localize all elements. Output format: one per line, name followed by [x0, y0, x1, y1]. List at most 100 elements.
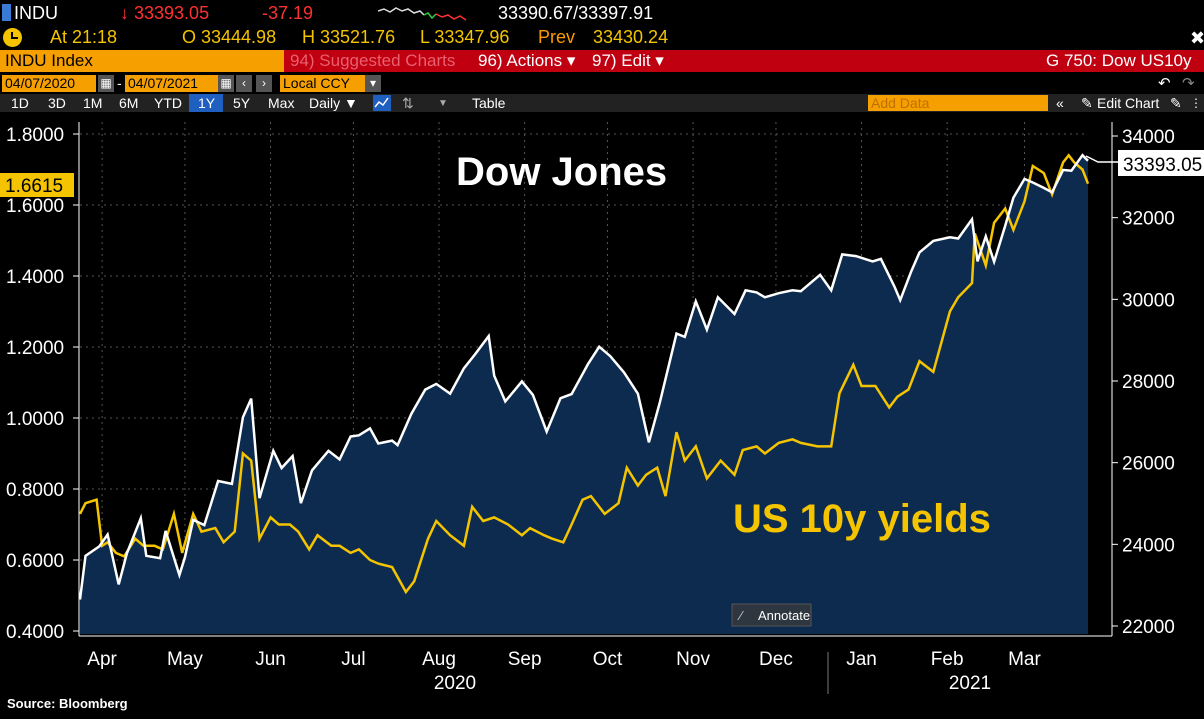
ohlc-bar: At 21:18 O 33444.98 H 33521.76 L 33347.9… [0, 26, 1204, 50]
selected-period-highlight [189, 94, 223, 112]
add-data-placeholder: Add Data [871, 95, 930, 111]
year-label: 2021 [949, 673, 991, 694]
suggested-charts-menu[interactable]: 94) Suggested Charts [290, 51, 456, 70]
month-label: Feb [931, 649, 964, 670]
chart-toolbar: 1D 3D 1M 6M YTD 1Y 5Y Max Daily ▼ ⇅ ▼ Ta… [0, 94, 1204, 112]
currency-select[interactable]: Local CCY [280, 75, 366, 92]
right-tick-label: 24000 [1122, 535, 1175, 556]
security-field-label: INDU Index [5, 51, 93, 70]
right-tick-label: 28000 [1122, 372, 1175, 393]
dow-last-tag [1118, 150, 1204, 176]
chart-axes: 1.8000 1.6000 1.4000 1.2000 1.0000 0.8000 0.60… [6, 122, 1175, 694]
dow-series-line [78, 153, 1089, 600]
end-calendar-icon[interactable]: ▦ [218, 75, 234, 92]
yield-series-line [78, 153, 1090, 595]
left-tick-label: 1.6000 [6, 196, 64, 217]
period-max[interactable]: Max [268, 95, 295, 111]
date-range-bar: 04/07/2020 ▦ - 04/07/2021 ▦ ‹ › Local CC… [0, 73, 1204, 93]
edit-menu[interactable]: 97) Edit ▾ [592, 51, 664, 70]
yield-last-tag [0, 173, 74, 197]
right-tick-label: 32000 [1122, 209, 1175, 230]
dow-area-fill [80, 155, 1088, 634]
annotate-label: Annotate [758, 608, 810, 623]
table-button[interactable]: Table [472, 95, 506, 111]
actions-menu[interactable]: 96) Actions ▾ [478, 51, 576, 70]
bar-chart-icon[interactable]: ⇅ [402, 95, 414, 111]
sparkline-icon [378, 7, 467, 21]
source-note: Source: Bloomberg [7, 696, 128, 711]
month-label: Jun [255, 649, 286, 670]
annotate-button[interactable] [731, 603, 812, 627]
period-5y[interactable]: 5Y [233, 95, 251, 111]
period-1y[interactable]: 1Y [198, 95, 216, 111]
bid-ask: 33390.67/33397.91 [498, 3, 654, 23]
undo-icon[interactable]: ↶ [1158, 75, 1171, 92]
date-separator: - [117, 75, 122, 91]
yield-last-value: 1.6615 [5, 176, 63, 197]
left-tick-label: 0.8000 [6, 480, 64, 501]
left-tick-label: 0.4000 [6, 622, 64, 643]
annotate-pencil-icon: ∕ [737, 608, 744, 623]
price-change: -37.19 [262, 3, 314, 23]
month-label: Nov [676, 649, 710, 670]
low-value: L 33347.96 [420, 27, 510, 47]
redo-icon[interactable]: ↷ [1182, 75, 1195, 92]
right-tick-label: 34000 [1122, 127, 1175, 148]
period-3d[interactable]: 3D [48, 95, 66, 111]
ticker-label[interactable]: INDU [14, 3, 58, 23]
left-tick-label: 1.4000 [6, 267, 64, 288]
period-ytd[interactable]: YTD [154, 95, 182, 111]
period-6m[interactable]: 6M [119, 95, 139, 111]
quote-bar: INDU ↓ 33393.05 -37.19 33390.67/33397.91 [0, 0, 1204, 25]
month-label: Jan [846, 649, 877, 670]
high-value: H 33521.76 [302, 27, 396, 47]
left-tick-label: 1.8000 [6, 125, 64, 146]
command-bar: INDU Index 94) Suggested Charts 96) Acti… [0, 50, 1204, 72]
last-price: ↓ 33393.05 [120, 3, 210, 23]
time-label: At 21:18 [50, 27, 118, 47]
month-label: Oct [593, 649, 623, 670]
currency-dropdown-icon[interactable]: ▾ [365, 75, 381, 92]
month-label: Dec [759, 649, 793, 670]
settings-icon[interactable]: ✎ [1170, 95, 1182, 111]
month-label: Jul [341, 649, 365, 670]
period-1m[interactable]: 1M [83, 95, 103, 111]
month-label: Mar [1008, 649, 1041, 670]
add-data-input[interactable]: Add Data [868, 95, 1048, 111]
dow-last-value: 33393.05 [1123, 155, 1202, 176]
frequency-select[interactable]: Daily ▼ [309, 95, 358, 111]
start-calendar-icon[interactable]: ▦ [98, 75, 114, 92]
left-tick-label: 0.6000 [6, 551, 64, 572]
close-icon[interactable]: ✖ [1190, 28, 1204, 48]
left-tick-label: 1.0000 [6, 409, 64, 430]
edit-chart-button[interactable]: Edit Chart [1097, 95, 1160, 111]
collapse-icon[interactable]: « [1056, 95, 1064, 111]
prev-period-icon[interactable]: ‹ [236, 75, 252, 92]
end-date-field[interactable]: 04/07/2021 [125, 75, 219, 92]
year-label: 2020 [434, 673, 476, 694]
month-label: Apr [87, 649, 117, 670]
line-chart-icon[interactable] [373, 95, 391, 111]
right-tick-label: 26000 [1122, 454, 1175, 475]
prev-label: Prev [538, 27, 576, 47]
start-date-field[interactable]: 04/07/2020 [2, 75, 96, 92]
more-icon[interactable]: ⋮ [1190, 96, 1202, 110]
dow-last-connector [1085, 155, 1118, 163]
page-title: G 750: Dow US10y [1046, 51, 1192, 70]
security-marker [2, 4, 11, 21]
chart[interactable]: 1.8000 1.6000 1.4000 1.2000 1.0000 0.8000 0.60… [0, 112, 1204, 696]
chart-title: Dow Jones [456, 150, 667, 194]
month-label: Aug [422, 649, 456, 670]
month-label: Sep [508, 649, 542, 670]
chart-type-dropdown-icon[interactable]: ▼ [438, 98, 448, 109]
period-1d[interactable]: 1D [11, 95, 29, 111]
prev-value: 33430.24 [593, 27, 669, 47]
right-tick-label: 30000 [1122, 290, 1175, 311]
next-period-icon[interactable]: › [256, 75, 272, 92]
open-value: O 33444.98 [182, 27, 277, 47]
month-label: May [167, 649, 203, 670]
security-field[interactable]: INDU Index [0, 50, 284, 72]
clock-icon [3, 28, 22, 47]
edit-chart-icon[interactable]: ✎ [1081, 95, 1093, 111]
right-tick-label: 22000 [1122, 617, 1175, 638]
